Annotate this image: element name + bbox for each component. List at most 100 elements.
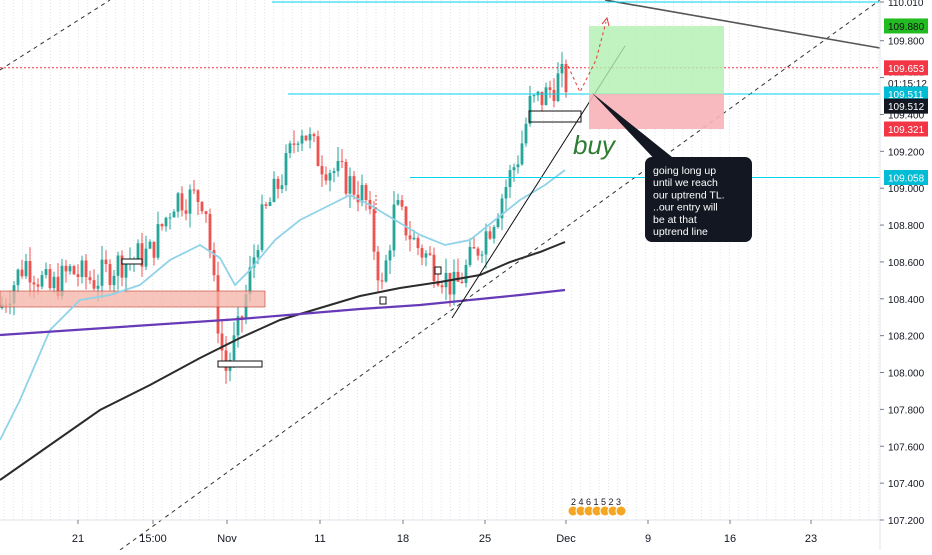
x-tick-label: Dec [556,533,576,545]
candle-body [324,174,328,181]
y-tick-label: 107.800 [888,405,925,416]
candle-body [264,204,268,206]
candle [156,211,160,260]
candle-body [56,276,60,297]
candle-body [364,185,368,200]
candle-body [52,276,56,289]
candle-body [48,269,52,289]
candle-body [472,247,476,249]
candle-body [316,136,320,167]
candle-body [96,285,100,289]
candle [500,193,504,231]
candle-body [124,262,128,278]
candle-body [408,235,412,240]
candle [344,158,348,196]
candle [488,226,492,240]
candle-body [512,167,516,171]
x-tick-label: 16 [724,533,736,545]
candle [280,174,284,194]
candle [540,91,544,112]
price-badge-label: 109.512 [888,102,925,113]
candle [136,239,140,260]
candle [416,235,420,256]
candle [24,253,28,279]
candle [16,268,20,293]
x-tick-label: 18 [397,533,409,545]
candle-body [156,224,160,258]
candle-body [348,176,352,194]
candle [508,164,512,198]
candle [480,250,484,263]
candle-body [200,202,204,212]
candle-body [360,185,364,203]
y-tick-label: 107.600 [888,442,925,453]
candle [300,129,304,152]
candle-body [116,255,120,276]
candle [148,239,152,250]
candle-body [280,185,284,189]
candle-body [528,95,532,124]
candle [72,264,76,275]
candle-body [344,161,348,194]
candle-body [416,237,420,249]
candle [376,245,380,293]
candle-body [208,214,212,251]
x-tick-label: 9 [645,533,651,545]
candle-body [140,243,144,267]
candle [396,193,400,206]
candle [564,59,568,98]
price-badge-label: 109.511 [888,90,924,101]
callout-text-line: until we reach [653,177,718,189]
candle-body [328,173,332,181]
candle [160,223,164,231]
y-tick-label: 108.000 [888,369,925,380]
candle-body [108,264,112,286]
candle [224,336,228,384]
candle-body [300,135,304,144]
candle-body [480,254,484,256]
ma-long-line [0,288,566,337]
candle [284,144,288,192]
candle [524,117,528,147]
candle-body [144,248,148,267]
candle-body [320,166,324,175]
candle [252,244,256,279]
candle [380,272,384,290]
flag-icon [615,505,627,517]
candle-body [292,143,296,145]
entry-box [528,110,582,123]
candle-body [468,247,472,265]
candle-body [400,200,404,207]
candle [264,201,268,209]
price-badge-label: 109.321 [888,125,925,136]
ma-slow-line [0,241,566,481]
candle-body [136,243,140,259]
candle [296,141,300,152]
price-badge-label: 109.653 [888,64,925,75]
candle-body [492,227,496,239]
candle-body [64,265,68,272]
candle-body [440,285,444,288]
x-tick-label: 25 [479,533,491,545]
candle [472,236,476,249]
candle-body [456,271,460,282]
candle-body [520,143,524,165]
candle [144,235,148,271]
y-tick-label: 107.200 [888,516,925,527]
candle-body [500,198,504,219]
candle [172,209,176,218]
candle [196,189,200,216]
y-tick-label: 108.800 [888,221,925,232]
candle [332,167,336,183]
candle [68,264,72,275]
candle-body [524,123,528,144]
candle-body [460,281,464,283]
y-tick-label: 109.000 [888,184,925,195]
candle [348,167,352,208]
candle [400,194,404,211]
projection-path [567,21,607,94]
channel-line-upper [0,0,111,71]
candle-body [236,316,240,336]
